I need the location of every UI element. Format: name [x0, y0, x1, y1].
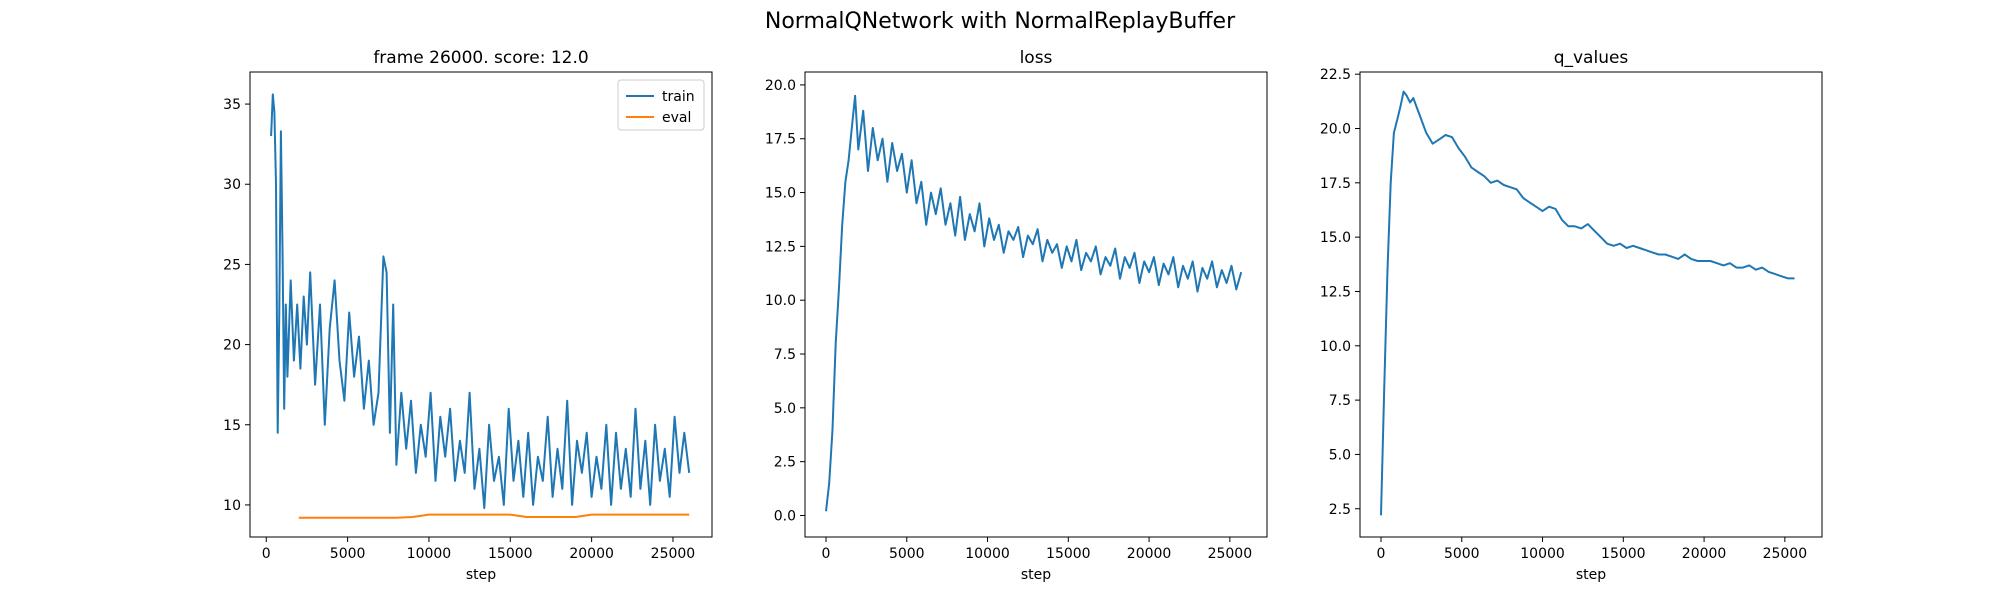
series-line-train [270, 93, 691, 510]
x-tick-label: 15000 [488, 546, 533, 562]
legend-label-eval: eval [662, 110, 691, 126]
y-tick-label: 2.5 [774, 455, 796, 471]
x-axis-label: step [466, 567, 496, 583]
legend: train eval [617, 79, 705, 131]
x-tick-label: 10000 [407, 546, 452, 562]
y-tick-label: 17.5 [1320, 176, 1351, 192]
series-line-loss [825, 94, 1243, 512]
x-tick-label: 5000 [330, 546, 366, 562]
x-tick-label: 5000 [889, 546, 925, 562]
x-tick-label: 25000 [1763, 546, 1808, 562]
y-tick-label: 10.0 [765, 293, 796, 309]
x-tick-label: 10000 [965, 546, 1010, 562]
y-tick-label: 15.0 [765, 186, 796, 202]
x-tick-label: 20000 [1127, 546, 1172, 562]
x-tick-label: 0 [1377, 546, 1386, 562]
y-tick-label: 20 [223, 338, 241, 354]
y-tick-label: 10 [223, 498, 241, 514]
y-tick-label: 7.5 [774, 347, 796, 363]
subplot-2: loss 0 5000 10000 15000 20000 25000 0.0 2.5 5.0 7.… [765, 48, 1268, 583]
plot-frame [249, 71, 713, 538]
subplot-3: q_values 0 5000 10000 15000 20000 25000 2.5 5.0 7… [1320, 48, 1823, 583]
subplot-title: q_values [1554, 48, 1629, 68]
series-line-eval [298, 513, 690, 519]
plot-frame [1359, 71, 1823, 538]
y-tick-label: 12.5 [1320, 284, 1351, 300]
figure-suptitle: NormalQNetwork with NormalReplayBuffer [765, 9, 1236, 34]
y-tick-label: 20.0 [765, 78, 796, 94]
y-tick-label: 17.5 [765, 132, 796, 148]
y-tick-label: 0.0 [774, 508, 796, 524]
y-tick-label: 22.5 [1320, 67, 1351, 83]
x-tick-label: 20000 [569, 546, 614, 562]
y-tick-label: 30 [223, 177, 241, 193]
y-tick-label: 10.0 [1320, 339, 1351, 355]
series-line-q_values [1380, 90, 1795, 516]
y-tick-label: 7.5 [1329, 393, 1351, 409]
y-tick-label: 15 [223, 418, 241, 434]
legend-label-train: train [662, 89, 695, 105]
y-tick-label: 35 [223, 97, 241, 113]
y-tick-label: 5.0 [774, 401, 796, 417]
subplot-title: frame 26000. score: 12.0 [373, 48, 588, 68]
y-tick-label: 5.0 [1329, 447, 1351, 463]
x-axis-label: step [1021, 567, 1051, 583]
subplot-title: loss [1020, 48, 1053, 68]
x-tick-label: 10000 [1520, 546, 1565, 562]
subplot-1: frame 26000. score: 12.0 0 5000 10000 15000 2… [223, 48, 713, 583]
x-tick-label: 20000 [1682, 546, 1727, 562]
y-tick-label: 25 [223, 257, 241, 273]
y-tick-label: 12.5 [765, 239, 796, 255]
x-axis-label: step [1576, 567, 1606, 583]
y-tick-label: 20.0 [1320, 121, 1351, 137]
x-tick-label: 15000 [1601, 546, 1646, 562]
x-tick-label: 25000 [651, 546, 696, 562]
y-tick-label: 15.0 [1320, 230, 1351, 246]
x-tick-label: 5000 [1444, 546, 1480, 562]
subplots-container: frame 26000. score: 12.0 0 5000 10000 15000 2… [223, 48, 1823, 583]
x-tick-label: 25000 [1208, 546, 1253, 562]
x-tick-label: 0 [822, 546, 831, 562]
x-tick-label: 0 [262, 546, 271, 562]
plot-frame [804, 71, 1268, 538]
x-tick-label: 15000 [1046, 546, 1091, 562]
y-tick-label: 2.5 [1329, 502, 1351, 518]
